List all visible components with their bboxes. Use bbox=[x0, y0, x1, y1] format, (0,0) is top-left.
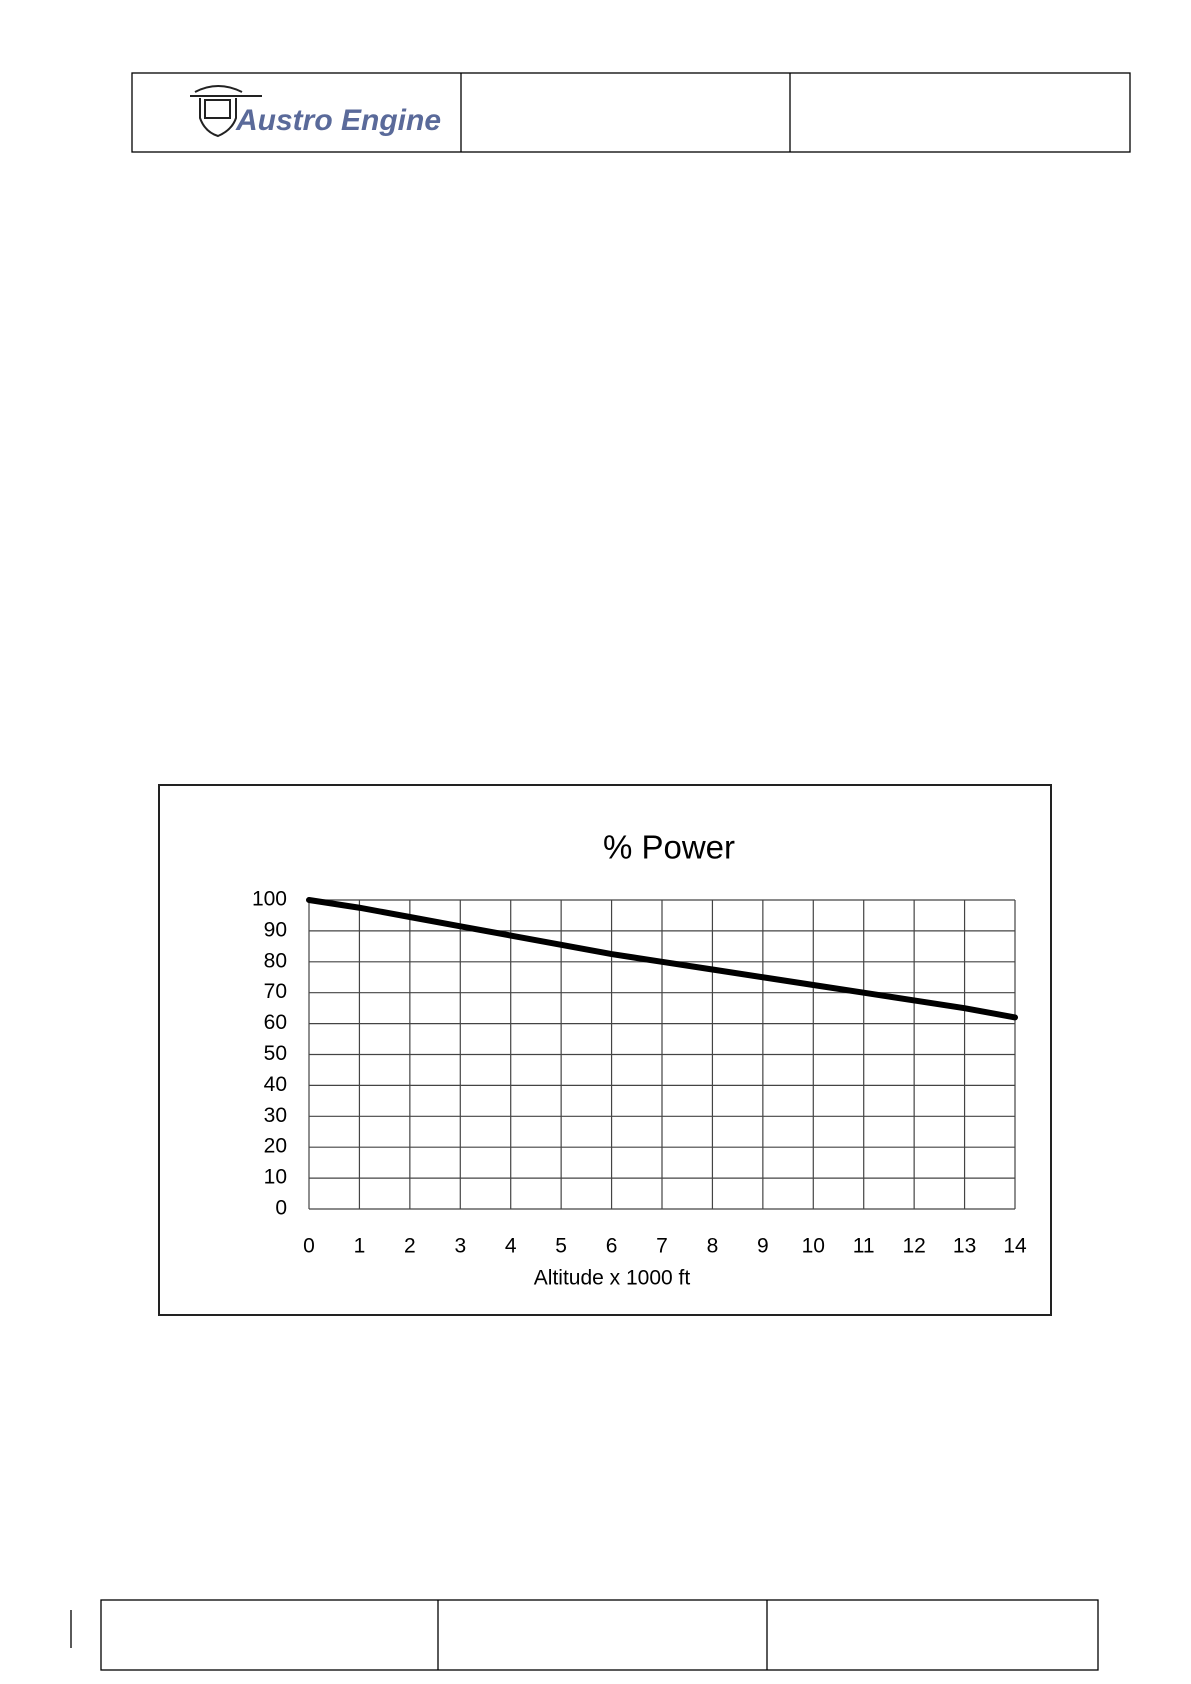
chart-title: % Power bbox=[603, 829, 735, 866]
y-tick-label: 40 bbox=[264, 1073, 287, 1096]
x-tick-label: 2 bbox=[404, 1235, 416, 1258]
x-tick-label: 4 bbox=[505, 1235, 517, 1258]
logo-text: Austro Engine bbox=[235, 104, 441, 137]
x-tick-label: 7 bbox=[656, 1235, 668, 1258]
footer-table bbox=[70, 1599, 1099, 1671]
x-tick-label: 13 bbox=[953, 1235, 976, 1258]
y-tick-label: 10 bbox=[264, 1166, 287, 1189]
x-tick-label: 6 bbox=[606, 1235, 618, 1258]
y-tick-label: 20 bbox=[264, 1135, 287, 1158]
x-axis-label: Altitude x 1000 ft bbox=[534, 1267, 691, 1290]
x-tick-label: 3 bbox=[454, 1235, 466, 1258]
header-box bbox=[131, 72, 1131, 153]
header-table bbox=[131, 72, 1131, 153]
chart-frame bbox=[158, 784, 1052, 1316]
y-tick-label: 50 bbox=[264, 1042, 287, 1065]
y-tick-label: 80 bbox=[264, 949, 287, 972]
logo-icon bbox=[190, 85, 262, 138]
y-tick-label: 90 bbox=[264, 918, 287, 941]
y-tick-label: 70 bbox=[264, 980, 287, 1003]
x-tick-label: 5 bbox=[555, 1235, 567, 1258]
y-tick-label: 60 bbox=[264, 1011, 287, 1034]
data-line bbox=[306, 897, 1018, 1021]
x-tick-label: 0 bbox=[303, 1235, 315, 1258]
footer-box bbox=[100, 1599, 1099, 1671]
y-tick-label: 0 bbox=[275, 1197, 287, 1220]
y-tick-label: 100 bbox=[252, 888, 287, 911]
x-tick-label: 12 bbox=[902, 1235, 925, 1258]
x-tick-label: 10 bbox=[802, 1235, 825, 1258]
y-tick-label: 30 bbox=[264, 1104, 287, 1127]
x-tick-label: 11 bbox=[853, 1235, 875, 1258]
x-tick-label: 14 bbox=[1003, 1235, 1027, 1258]
x-tick-label: 8 bbox=[707, 1235, 719, 1258]
x-tick-label: 9 bbox=[757, 1235, 769, 1258]
x-tick-label: 1 bbox=[354, 1235, 366, 1258]
